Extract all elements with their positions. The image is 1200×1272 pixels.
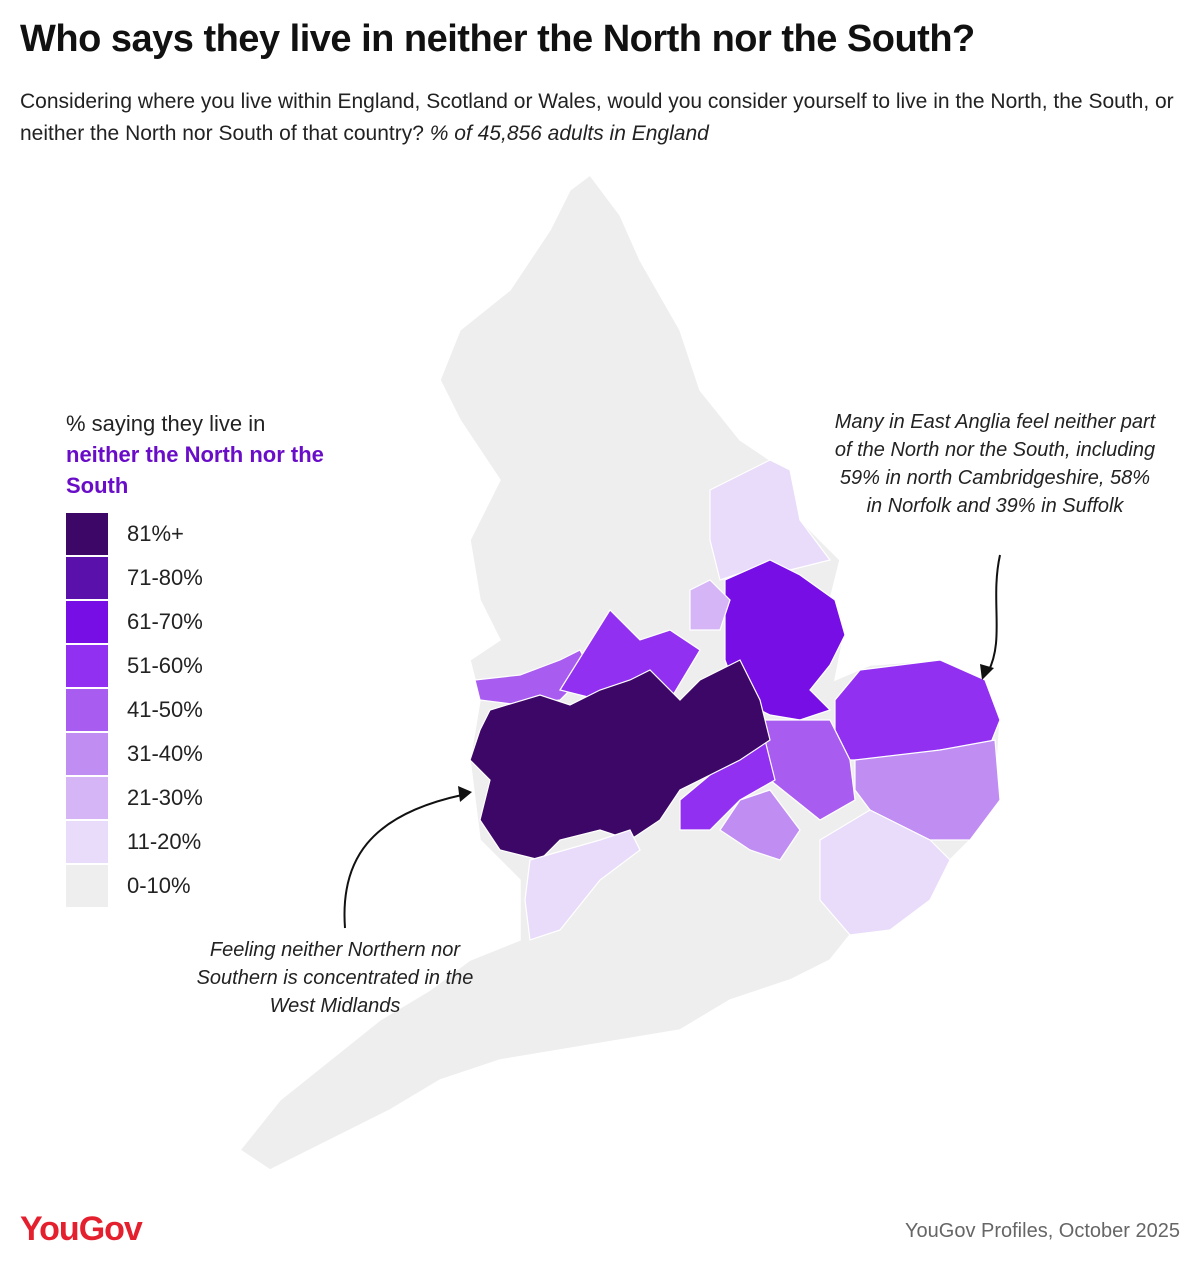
- region: [719, 789, 801, 861]
- legend-title-highlight: neither the North nor the South: [66, 442, 324, 498]
- arrow-head: [980, 664, 994, 680]
- region: [819, 809, 951, 936]
- legend-label: 31-40%: [127, 741, 203, 766]
- subtitle-text: Considering where you live within Englan…: [20, 90, 1174, 145]
- subtitle: Considering where you live within Englan…: [20, 86, 1180, 150]
- source: YouGov Profiles, October 2025: [905, 1220, 1180, 1242]
- legend-label: 51-60%: [127, 653, 203, 678]
- legend-swatch: [66, 865, 108, 907]
- legend-swatch: [66, 821, 108, 863]
- legend-label: 41-50%: [127, 697, 203, 722]
- legend-label: 11-20%: [127, 829, 202, 854]
- legend-label: 0-10%: [127, 873, 191, 898]
- legend-swatch: [66, 601, 108, 643]
- legend-swatch: [66, 689, 108, 731]
- legend-swatch: [66, 777, 108, 819]
- region: [689, 579, 731, 631]
- legend-swatch: [66, 733, 108, 775]
- subtitle-note: % of 45,856 adults in England: [429, 122, 709, 145]
- legend-label: 21-30%: [127, 785, 203, 810]
- legend-swatch: [66, 557, 108, 599]
- annotation-arrow: [987, 554, 1001, 673]
- region: [469, 659, 771, 861]
- legend-label: 61-70%: [127, 609, 203, 634]
- region: [854, 739, 1001, 841]
- legend-swatch: [66, 645, 108, 687]
- title: Who says they live in neither the North …: [20, 18, 975, 60]
- legend-title: % saying they live in neither the North n…: [66, 408, 356, 501]
- region: [709, 459, 832, 581]
- legend-label: 81%+: [127, 521, 184, 546]
- logo: YouGov: [20, 1210, 143, 1248]
- arrow-head: [458, 786, 472, 802]
- region: [524, 829, 641, 941]
- legend-swatch: [66, 513, 108, 555]
- annotation: Many in East Anglia feel neither part of…: [834, 411, 1156, 517]
- legend-label: 71-80%: [127, 565, 203, 590]
- annotation: Feeling neither Northern nor Southern is…: [196, 939, 474, 1017]
- legend-title-text: % saying they live in: [66, 411, 266, 436]
- annotation-arrow: [343, 794, 463, 929]
- region: [759, 719, 856, 821]
